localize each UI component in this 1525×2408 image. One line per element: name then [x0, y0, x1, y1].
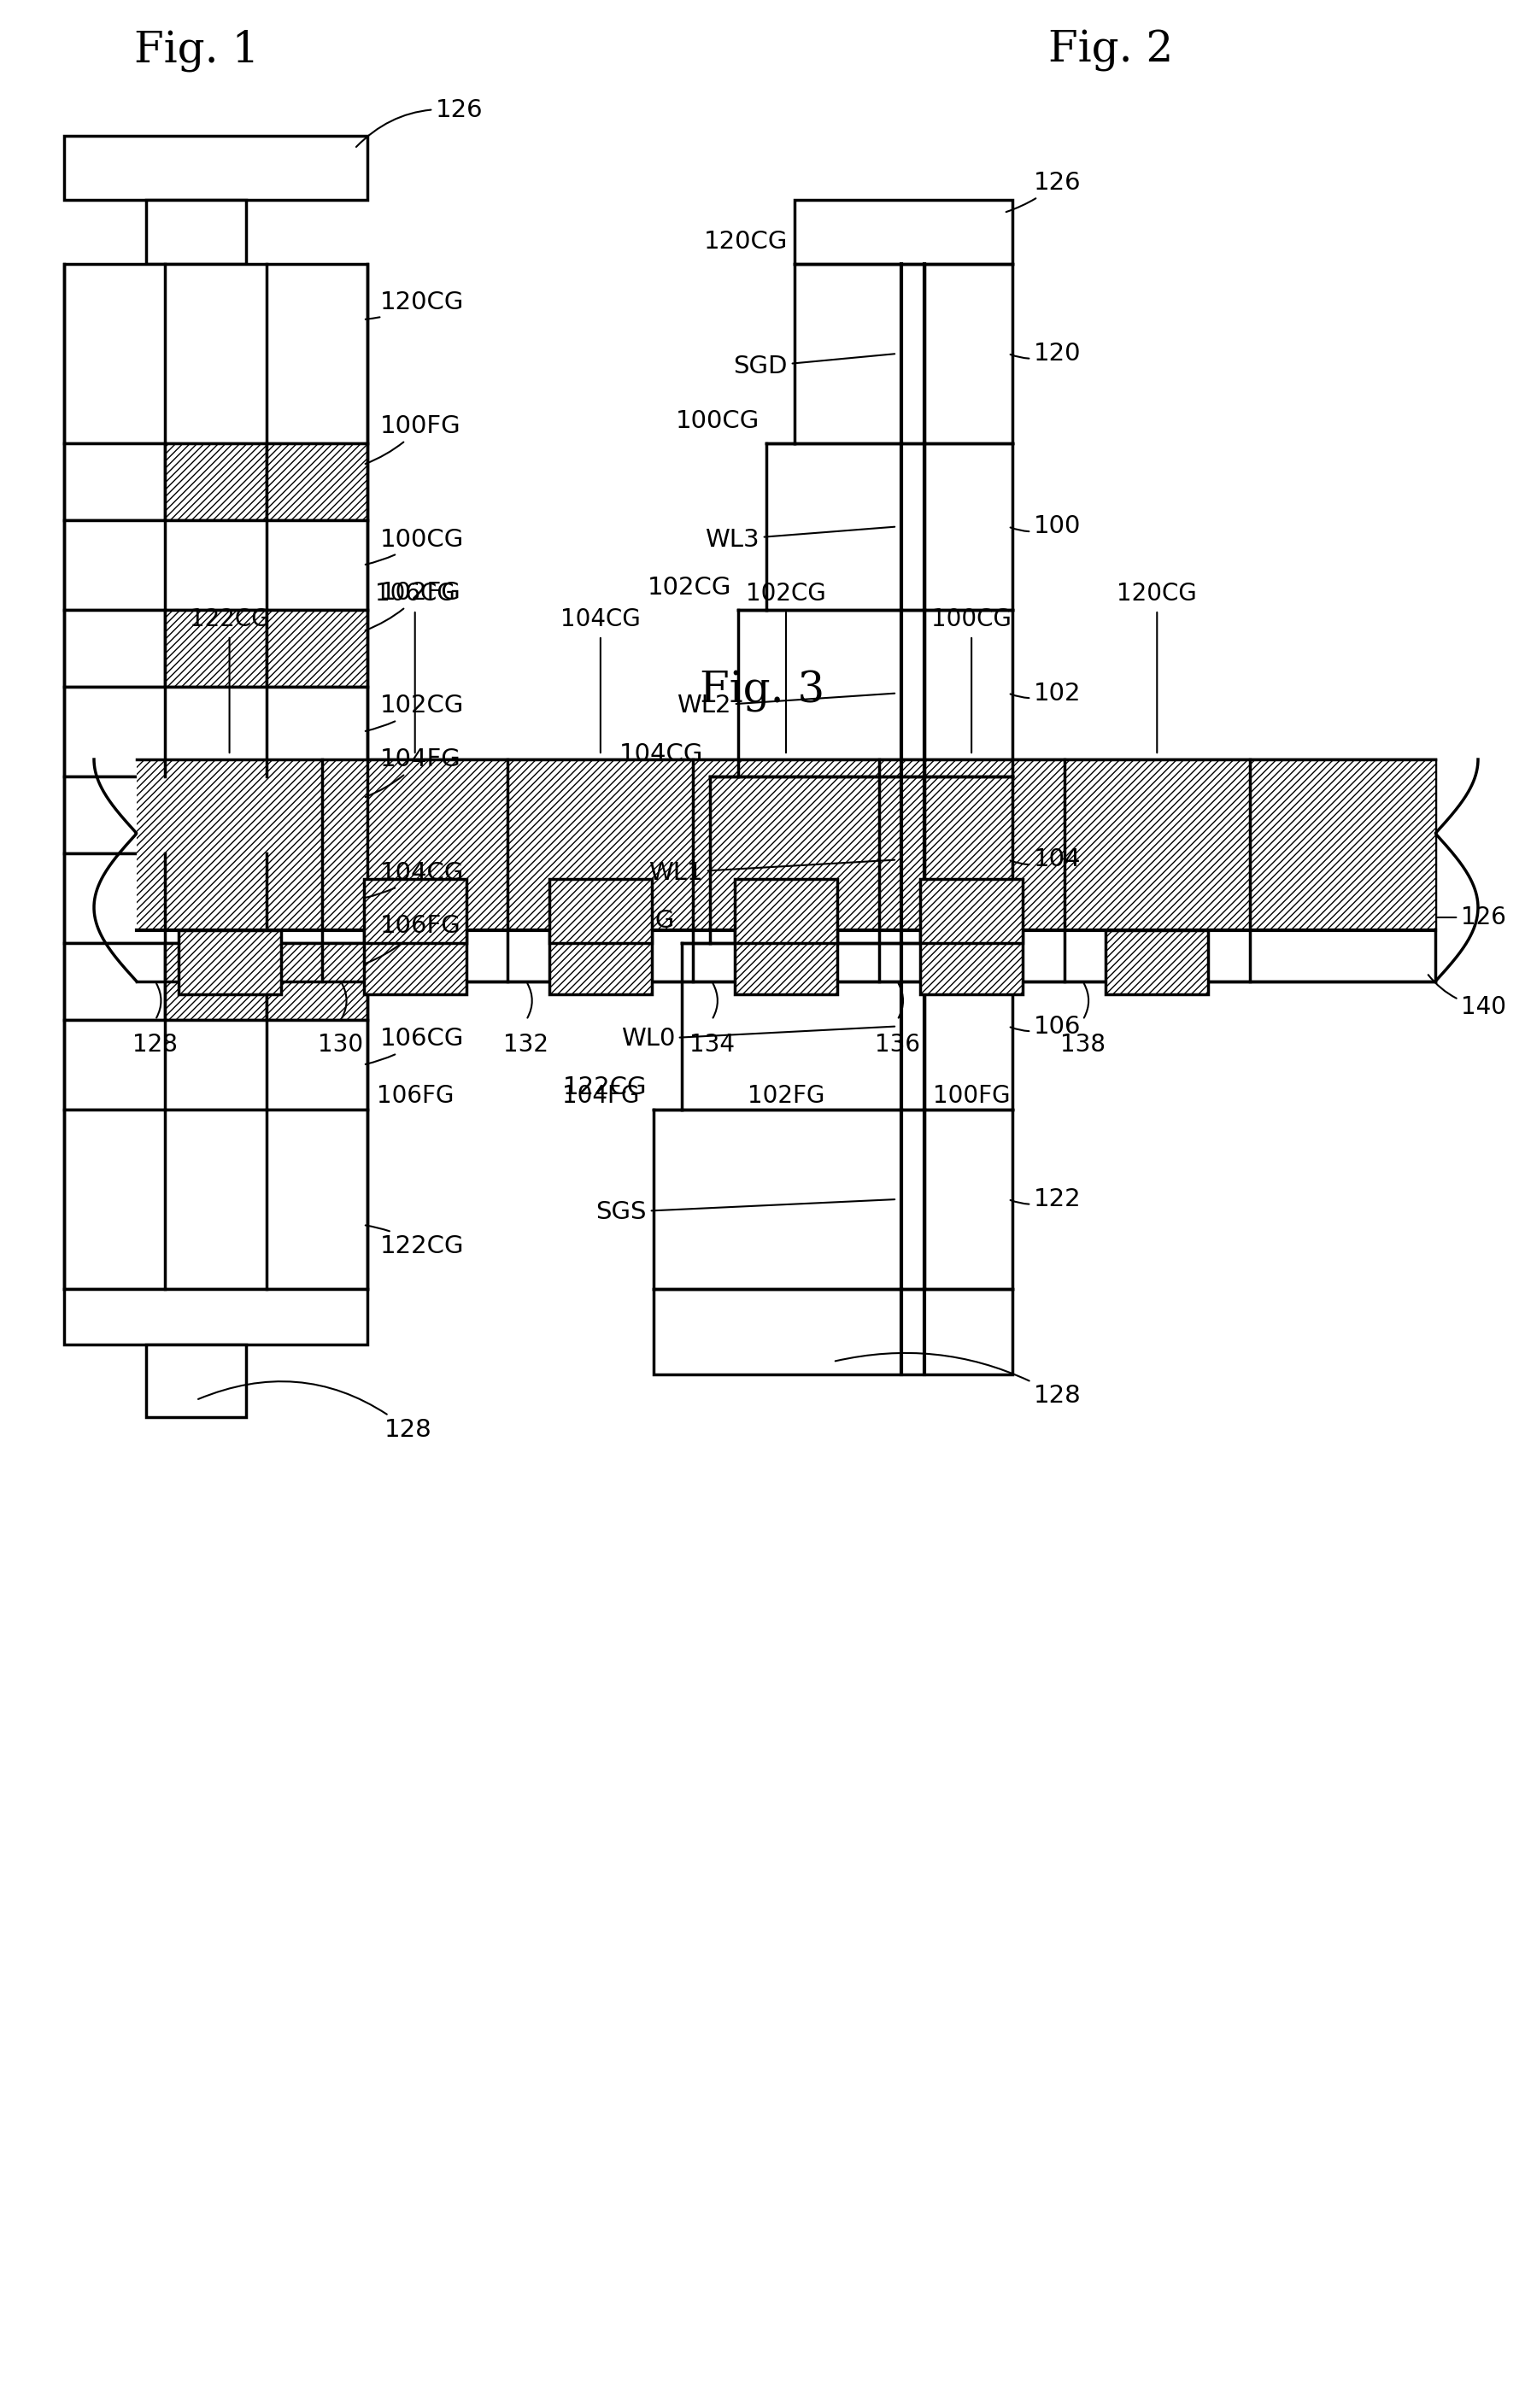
Text: 136: 136 [875, 1033, 920, 1057]
Bar [137, 759, 1435, 982]
Text: 130: 130 [319, 1033, 363, 1057]
Text: 102: 102 [1011, 681, 1081, 706]
Text: 100FG: 100FG [366, 414, 461, 465]
Bar [735, 879, 837, 944]
Text: Fig. 3: Fig. 3 [700, 669, 825, 713]
Bar [64, 1021, 368, 1110]
Text: 122CG: 122CG [366, 1226, 464, 1259]
Text: 122: 122 [1011, 1187, 1081, 1211]
Text: 100FG: 100FG [933, 1084, 1010, 1108]
Text: 126: 126 [357, 99, 483, 147]
Text: 102FG: 102FG [747, 1084, 825, 1108]
Text: 106CG: 106CG [375, 583, 454, 607]
Text: 122CG: 122CG [189, 607, 270, 631]
Bar [64, 944, 165, 1021]
Text: 132: 132 [503, 1033, 549, 1057]
Text: 134: 134 [689, 1033, 735, 1057]
Text: 122CG: 122CG [563, 1076, 647, 1100]
Text: SGD: SGD [734, 354, 895, 378]
Text: 128: 128 [836, 1353, 1081, 1409]
Text: 106: 106 [1011, 1014, 1081, 1038]
Bar [165, 775, 267, 852]
Bar [64, 443, 165, 520]
Bar [267, 443, 368, 520]
Text: WL2: WL2 [677, 694, 895, 718]
Bar [146, 1344, 246, 1418]
Bar [137, 759, 1435, 929]
Bar [64, 609, 165, 686]
Bar [64, 775, 165, 852]
Text: 138: 138 [1060, 1033, 1106, 1057]
Text: 102FG: 102FG [366, 580, 461, 631]
Bar [178, 929, 281, 995]
Bar [920, 929, 1023, 995]
Text: 126: 126 [1438, 905, 1507, 929]
Text: WL3: WL3 [705, 527, 895, 551]
Bar [1106, 929, 1208, 995]
Text: 126: 126 [1007, 171, 1081, 212]
Text: 104CG: 104CG [366, 860, 464, 898]
Bar [267, 609, 368, 686]
Text: 106CG: 106CG [590, 908, 676, 932]
Text: Fig. 1: Fig. 1 [134, 29, 259, 72]
Bar [165, 944, 267, 1021]
Bar [363, 879, 467, 944]
Text: 128: 128 [133, 1033, 178, 1057]
Text: 100CG: 100CG [366, 527, 464, 563]
Text: 140: 140 [1429, 975, 1507, 1019]
Text: 120CG: 120CG [1116, 583, 1197, 607]
Text: 106FG: 106FG [377, 1084, 453, 1108]
Bar [267, 944, 368, 1021]
Text: 128: 128 [198, 1382, 432, 1442]
Bar [267, 775, 368, 852]
Bar [735, 929, 837, 995]
Text: 100CG: 100CG [932, 607, 1011, 631]
Text: WL1: WL1 [648, 860, 895, 884]
Text: 102CG: 102CG [746, 583, 827, 607]
Text: Fig. 2: Fig. 2 [1048, 29, 1173, 72]
Bar [64, 1110, 368, 1288]
Text: 106CG: 106CG [366, 1028, 464, 1064]
Bar [64, 686, 368, 775]
Bar [64, 1288, 368, 1344]
Text: 104FG: 104FG [366, 746, 461, 797]
Text: 102CG: 102CG [647, 576, 732, 600]
Bar [549, 929, 651, 995]
Text: 104FG: 104FG [561, 1084, 639, 1108]
Bar [64, 852, 368, 944]
Bar [64, 135, 368, 200]
Bar [146, 200, 246, 265]
Text: 104CG: 104CG [560, 607, 640, 631]
Text: 104: 104 [1011, 848, 1081, 872]
Text: 100: 100 [1011, 515, 1081, 539]
Text: 120CG: 120CG [703, 229, 788, 253]
Text: 104CG: 104CG [619, 742, 703, 766]
Bar [165, 443, 267, 520]
Bar [795, 200, 1013, 265]
Bar [165, 609, 267, 686]
Bar [654, 1288, 1013, 1375]
Bar [64, 520, 368, 609]
Text: 100CG: 100CG [676, 409, 759, 433]
Bar [64, 265, 368, 443]
Text: 106FG: 106FG [366, 915, 461, 963]
Text: SGS: SGS [596, 1199, 895, 1223]
Text: 120CG: 120CG [366, 291, 464, 320]
Bar [920, 879, 1023, 944]
Text: 102CG: 102CG [366, 694, 464, 732]
Text: 120: 120 [1011, 342, 1081, 366]
Bar [363, 929, 467, 995]
Text: WL0: WL0 [621, 1026, 895, 1052]
Bar [549, 879, 651, 944]
